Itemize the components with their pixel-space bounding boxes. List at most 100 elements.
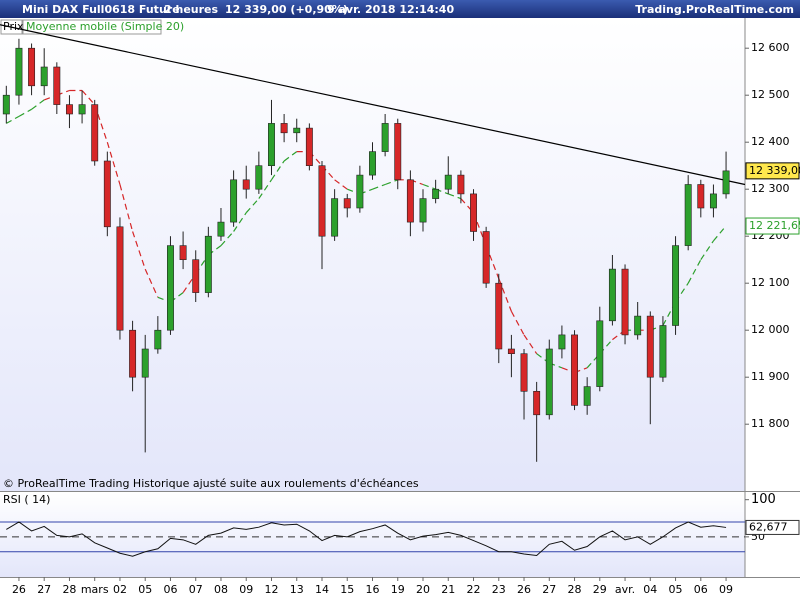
moving-average bbox=[687, 259, 702, 284]
candle-body bbox=[457, 174, 465, 195]
moving-average bbox=[18, 108, 32, 117]
candle-body bbox=[672, 245, 680, 326]
candle-body bbox=[15, 47, 23, 96]
x-tick-label: 19 bbox=[391, 583, 405, 596]
y-tick-label: 12 500 bbox=[751, 88, 790, 101]
x-tick-label: 13 bbox=[290, 583, 304, 596]
x-tick-label: 15 bbox=[340, 583, 354, 596]
datetime: 9 avr. 2018 12:14:40 bbox=[327, 3, 454, 16]
candle-body bbox=[507, 348, 515, 354]
candle-body bbox=[369, 151, 376, 176]
candle-body bbox=[621, 268, 629, 336]
candle-body bbox=[65, 104, 73, 115]
x-tick-label: mars bbox=[81, 583, 109, 596]
rsi-tag bbox=[745, 519, 800, 535]
candle-body bbox=[2, 94, 10, 115]
candle-body bbox=[432, 188, 440, 199]
x-tick-label: 02 bbox=[113, 583, 127, 596]
price-tag-label: 12 339,00 bbox=[749, 164, 800, 177]
x-tick-label: 05 bbox=[669, 583, 683, 596]
trend-line bbox=[0, 24, 746, 186]
candle-body bbox=[596, 320, 604, 387]
moving-average bbox=[94, 104, 108, 143]
moving-average bbox=[233, 212, 247, 232]
moving-average bbox=[144, 268, 159, 298]
moving-average bbox=[510, 311, 525, 336]
candle-body bbox=[356, 174, 364, 209]
candle-body bbox=[406, 179, 414, 223]
candle-body bbox=[331, 198, 339, 237]
rsi-line bbox=[6, 521, 727, 557]
x-tick-label: 06 bbox=[163, 583, 177, 596]
x-tick-label: 22 bbox=[467, 583, 481, 596]
x-tick-label: 09 bbox=[719, 583, 733, 596]
candle-body bbox=[583, 386, 591, 406]
candle-body bbox=[230, 179, 238, 223]
candle-body bbox=[318, 165, 326, 237]
y-tick-label: 11 800 bbox=[751, 417, 790, 430]
candle-body bbox=[293, 127, 301, 134]
x-tick-label: 28 bbox=[568, 583, 582, 596]
candle-body bbox=[634, 315, 642, 336]
x-tick-label: 20 bbox=[416, 583, 430, 596]
x-tick-label: 12 bbox=[264, 583, 278, 596]
candle-body bbox=[558, 334, 566, 350]
moving-average bbox=[31, 99, 45, 110]
candle-body bbox=[268, 123, 275, 167]
header-bar bbox=[0, 0, 800, 18]
candle-body bbox=[280, 123, 288, 134]
candle-body bbox=[305, 127, 313, 167]
moving-average bbox=[283, 151, 298, 162]
price-tag bbox=[745, 217, 800, 235]
x-tick-label: 14 bbox=[315, 583, 329, 596]
x-tick-label: 27 bbox=[37, 583, 51, 596]
x-tick-label: 07 bbox=[189, 583, 203, 596]
y-tick-label: 12 300 bbox=[751, 182, 790, 195]
candle-body bbox=[167, 245, 174, 331]
candle-body bbox=[217, 221, 225, 237]
candle-body bbox=[722, 170, 730, 195]
candle-body bbox=[697, 184, 705, 209]
moving-average bbox=[448, 193, 462, 200]
candle-body bbox=[419, 198, 427, 223]
candle-body bbox=[533, 390, 541, 416]
instrument: Mini DAX Full0618 Future bbox=[22, 3, 180, 16]
candle-body bbox=[116, 226, 124, 331]
x-tick-label: 27 bbox=[542, 583, 556, 596]
candle-body bbox=[53, 66, 61, 105]
x-tick-label: 26 bbox=[12, 583, 26, 596]
moving-average bbox=[384, 179, 398, 186]
moving-average bbox=[6, 115, 20, 124]
x-tick-label: 29 bbox=[593, 583, 607, 596]
x-tick-label: 28 bbox=[62, 583, 76, 596]
candle-body bbox=[91, 104, 99, 162]
moving-average bbox=[245, 198, 260, 214]
x-tick-label: 08 bbox=[214, 583, 228, 596]
candle-body bbox=[571, 334, 578, 406]
legend-indicator: Moyenne mobile (Simple 20) bbox=[26, 20, 184, 33]
price: 12 339,00 (+0,90%) bbox=[225, 3, 348, 16]
candle-body bbox=[192, 259, 200, 293]
candle-body bbox=[141, 348, 149, 378]
moving-average bbox=[132, 231, 146, 270]
candle-body bbox=[646, 315, 654, 378]
header: Mini DAX Full0618 Future 2 heures 12 339… bbox=[0, 0, 800, 18]
candle-body bbox=[28, 47, 36, 87]
x-tick-label: 21 bbox=[441, 583, 455, 596]
y-tick-label: 12 600 bbox=[751, 41, 790, 54]
moving-average bbox=[220, 231, 235, 247]
site: Trading.ProRealTime.com bbox=[635, 3, 794, 16]
moving-average bbox=[119, 184, 134, 232]
y-tick-label: 12 100 bbox=[751, 276, 790, 289]
candle-body bbox=[154, 329, 162, 350]
x-tick-label: avr. bbox=[615, 583, 635, 596]
x-tick-label: 05 bbox=[138, 583, 152, 596]
candle-body bbox=[545, 348, 553, 416]
moving-average bbox=[81, 90, 96, 106]
candle-body bbox=[709, 193, 717, 209]
rsi-tag-label: 62,677 bbox=[749, 520, 788, 533]
candle-body bbox=[242, 179, 250, 190]
x-tick-label: 23 bbox=[492, 583, 506, 596]
legend-price: Prix bbox=[3, 20, 24, 33]
